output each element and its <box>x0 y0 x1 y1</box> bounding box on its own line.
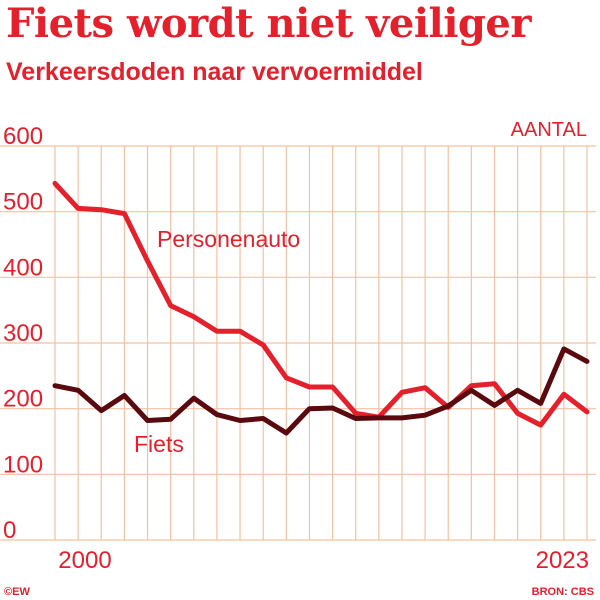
grid-lines <box>0 145 596 541</box>
chart-title: Fiets wordt niet veiliger <box>6 0 531 47</box>
copyright-credit: ©EW <box>4 586 30 598</box>
y-tick-label: 400 <box>3 254 43 281</box>
x-tick-label: 2000 <box>58 547 111 574</box>
y-tick-label: 500 <box>3 189 43 216</box>
y-tick-label: 200 <box>3 386 43 413</box>
series-line-fiets <box>52 346 590 436</box>
y-tick-label: 300 <box>3 320 43 347</box>
y-tick-label: 0 <box>3 517 16 544</box>
x-axis-ticks: 2000 2023 <box>58 547 589 574</box>
series-label-fiets: Fiets <box>134 431 184 457</box>
y-tick-label: 600 <box>3 123 43 150</box>
chart-subtitle: Verkeersdoden naar vervoermiddel <box>6 58 423 86</box>
source-credit: BRON: CBS <box>531 586 594 598</box>
series-label-personenauto: Personenauto <box>157 226 300 252</box>
y-axis-ticks: 0 100 200 300 400 500 600 <box>3 123 43 544</box>
series-lines <box>52 180 590 436</box>
x-tick-label: 2023 <box>536 547 589 574</box>
y-axis-unit-label: AANTAL <box>511 119 587 141</box>
y-tick-label: 100 <box>3 451 43 478</box>
series-line-personenauto <box>52 180 590 428</box>
